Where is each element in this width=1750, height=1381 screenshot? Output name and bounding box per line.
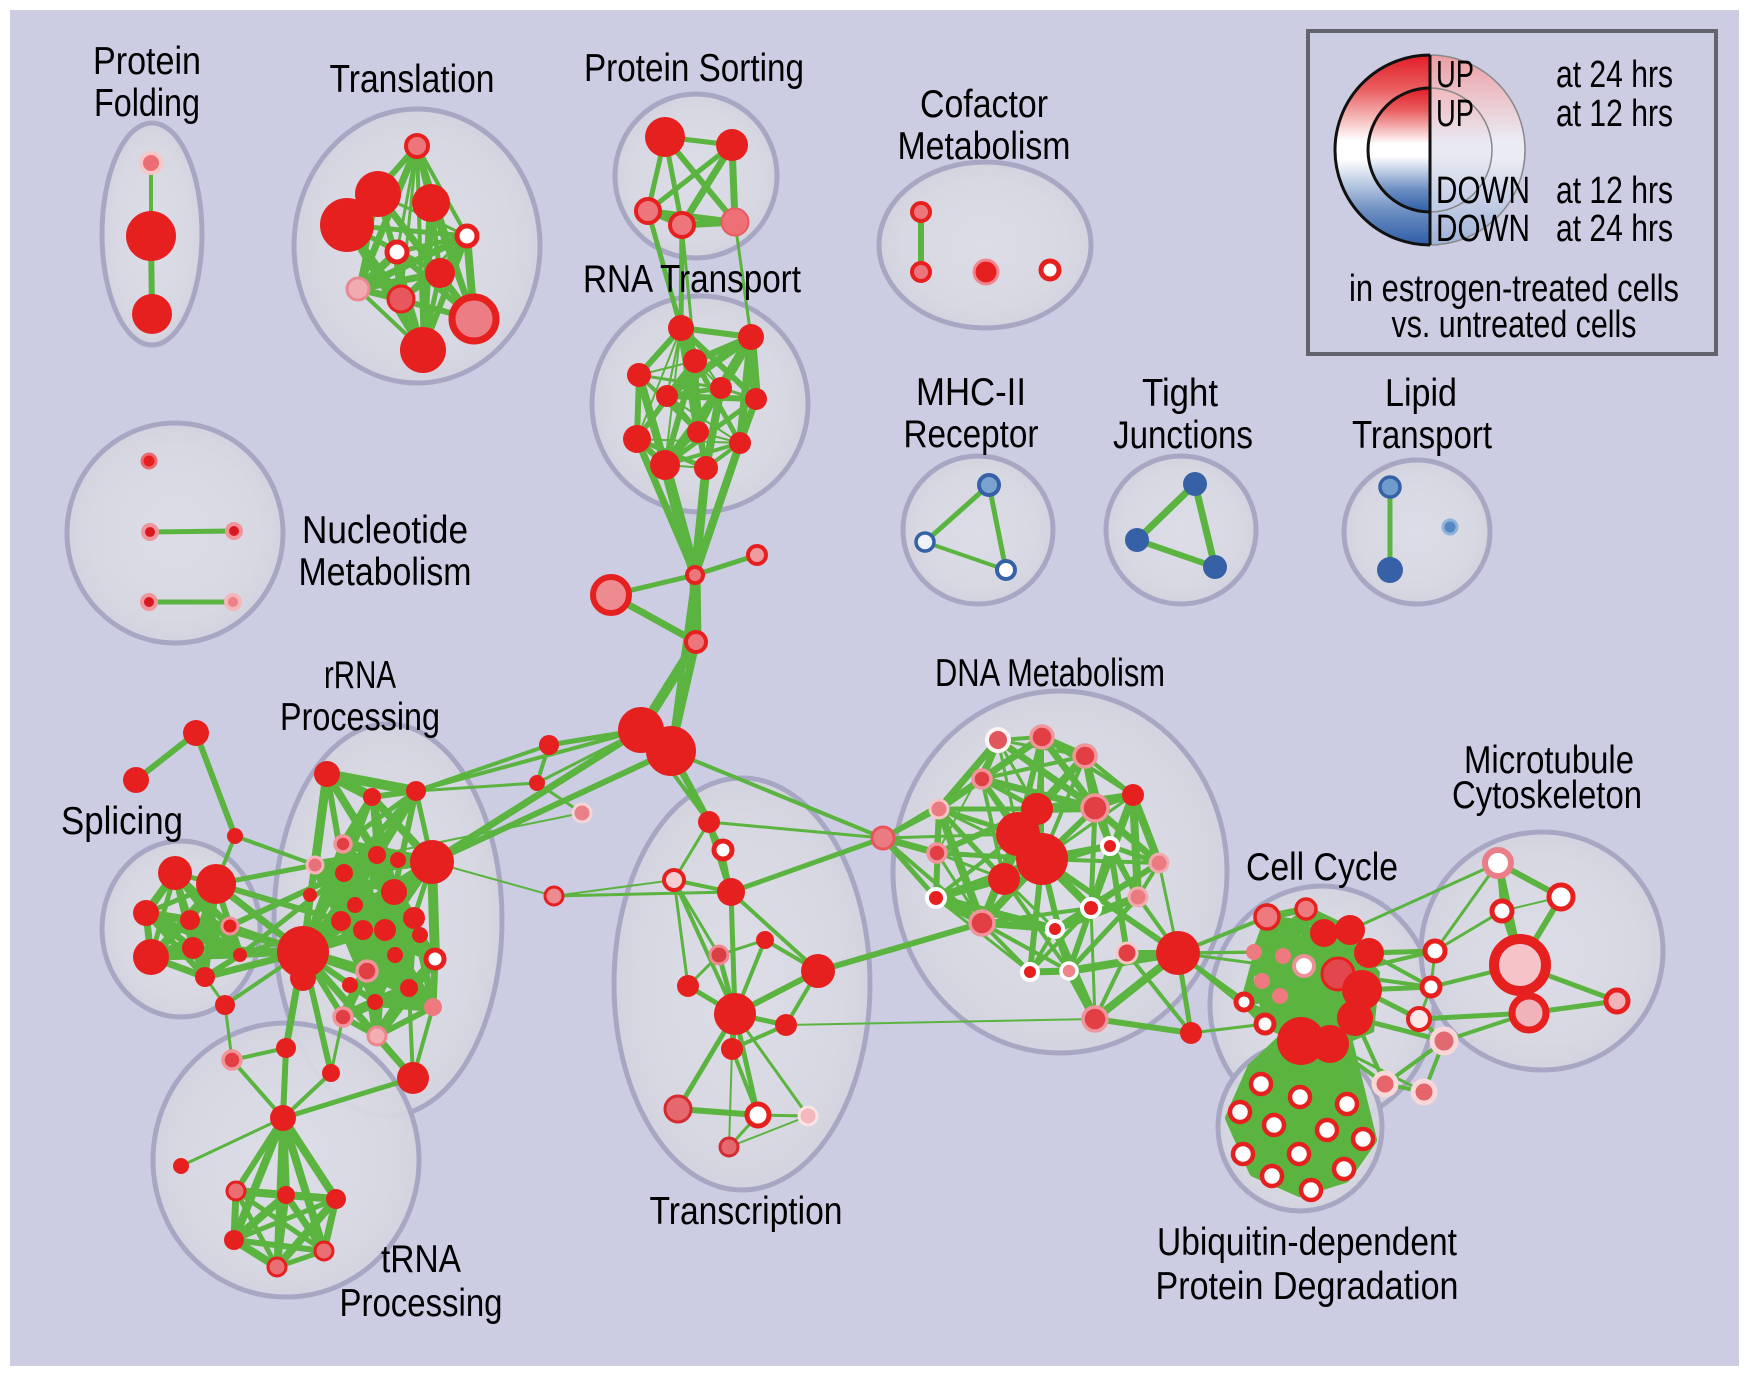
svg-text:DNA Metabolism: DNA Metabolism [935,652,1165,695]
svg-text:Protein Degradation: Protein Degradation [1156,1265,1459,1308]
svg-text:Receptor: Receptor [904,413,1039,456]
svg-text:Transport: Transport [1352,414,1492,457]
svg-text:Folding: Folding [94,82,200,125]
svg-text:UP: UP [1436,93,1474,135]
svg-text:Cytoskeleton: Cytoskeleton [1452,774,1642,817]
svg-text:rRNA: rRNA [324,654,396,697]
svg-text:Cell Cycle: Cell Cycle [1246,846,1398,889]
svg-text:at 24 hrs: at 24 hrs [1556,54,1673,96]
svg-text:Nucleotide: Nucleotide [302,509,468,552]
svg-text:Lipid: Lipid [1385,372,1457,415]
svg-text:Junctions: Junctions [1113,414,1253,457]
svg-text:DOWN: DOWN [1436,170,1530,212]
svg-text:Splicing: Splicing [61,800,183,843]
svg-text:at 12 hrs: at 12 hrs [1556,170,1673,212]
svg-text:Ubiquitin-dependent: Ubiquitin-dependent [1157,1221,1457,1264]
svg-text:UP: UP [1436,54,1474,96]
svg-text:Metabolism: Metabolism [898,125,1071,168]
svg-text:Processing: Processing [340,1282,503,1325]
svg-text:DOWN: DOWN [1436,208,1530,250]
svg-text:vs. untreated cells: vs. untreated cells [1392,304,1637,346]
svg-text:Cofactor: Cofactor [920,83,1048,126]
svg-text:tRNA: tRNA [381,1238,461,1281]
svg-text:Translation: Translation [330,58,495,101]
svg-text:MHC-II: MHC-II [916,371,1026,414]
svg-text:Protein: Protein [93,40,201,83]
svg-text:Protein Sorting: Protein Sorting [584,47,804,90]
svg-text:RNA Transport: RNA Transport [583,258,801,301]
svg-text:at 12 hrs: at 12 hrs [1556,93,1673,135]
svg-text:Metabolism: Metabolism [299,551,472,594]
svg-text:Processing: Processing [280,696,440,739]
svg-text:in estrogen-treated cells: in estrogen-treated cells [1349,268,1679,310]
svg-text:Tight: Tight [1142,372,1218,415]
svg-text:Transcription: Transcription [650,1190,843,1233]
svg-text:Microtubule: Microtubule [1464,739,1634,782]
svg-text:at 24 hrs: at 24 hrs [1556,208,1673,250]
